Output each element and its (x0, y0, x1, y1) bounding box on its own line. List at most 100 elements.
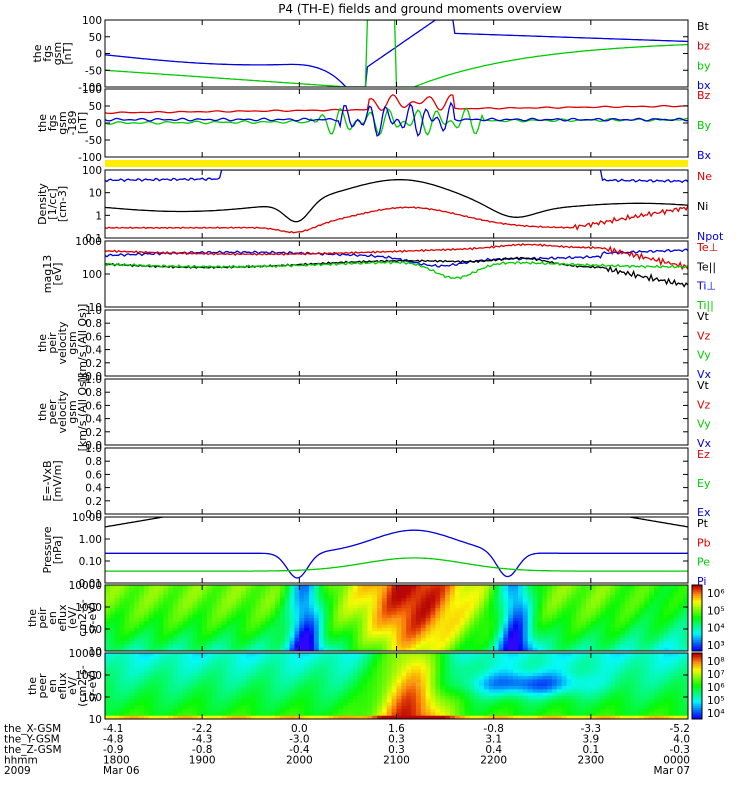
colorbar-swatch (692, 642, 702, 645)
colorbar-swatch (692, 585, 702, 588)
legend-Vx: Vx (697, 368, 712, 381)
x-row-value: 0.3 (388, 744, 405, 756)
colorbar-swatch (692, 679, 702, 683)
legend-Ti||: Ti|| (696, 299, 714, 312)
series-Ni (105, 179, 688, 223)
y-axis-label: [nT] (61, 42, 74, 64)
y-tick-label: 50 (89, 32, 102, 44)
y-axis-label: (cm2-s- (76, 665, 89, 707)
x-row-value: 0000 (663, 755, 690, 767)
colorbar-swatch (692, 708, 702, 711)
colorbar-frame (691, 652, 703, 720)
legend-Pi: Pi (697, 575, 706, 588)
colorbar-swatch (692, 710, 702, 713)
y-tick-label: 100 (82, 84, 102, 96)
y-tick-label: 0 (95, 118, 102, 130)
y-axis-label: mag13 (41, 255, 54, 293)
legend-Pe: Pe (697, 556, 710, 569)
colorbar-swatch (692, 688, 702, 691)
y-tick-label: 0.0 (85, 371, 102, 383)
y-tick-label: 0.10 (79, 556, 102, 568)
colorbar-swatch (692, 705, 702, 709)
x-row-value: 0.3 (388, 734, 405, 746)
y-axis-label: [nPa] (51, 536, 64, 564)
colorbar-swatch (692, 670, 702, 674)
colorbar-swatch (692, 604, 702, 608)
legend-Pb: Pb (697, 536, 711, 549)
colorbar-swatch (692, 677, 702, 680)
y-tick-label: -100 (78, 152, 102, 164)
legend-Ey: Ey (697, 477, 711, 490)
y-axis-label: gsm (66, 331, 79, 354)
y-tick-label: 50 (89, 101, 102, 113)
y-axis-label: cm2-s- (76, 599, 89, 636)
y-tick-label: 0.2 (85, 358, 102, 370)
legend-Te⊥: Te⊥ (696, 241, 718, 254)
y-axis-label: the (31, 44, 44, 62)
colorbar-swatch (692, 690, 702, 694)
y-tick-label: 10 (89, 646, 102, 658)
legend-Npot: Npot (697, 230, 724, 243)
panel-fgs-dsl-plot (105, 94, 688, 138)
colorbar-swatch (692, 701, 702, 705)
legend-Ex: Ex (697, 506, 711, 519)
x-row-value: -0.8 (192, 744, 213, 756)
panel-temperature-plot (105, 242, 688, 288)
colorbar-swatch (692, 653, 702, 656)
y-axis-label: en (46, 611, 59, 625)
colorbar-swatch (692, 602, 702, 606)
colorbar-frame (691, 584, 703, 652)
x-row-value: -0.9 (103, 744, 124, 756)
colorbar-swatch (692, 644, 702, 648)
panel-frame (104, 309, 689, 377)
colorbar-swatch (692, 615, 702, 619)
colorbar-swatch (692, 668, 702, 672)
x-row-value: -4.8 (103, 734, 124, 746)
y-tick-label: 0.1 (85, 233, 102, 245)
series-Ne (105, 205, 688, 234)
y-tick-label: 10 (89, 302, 102, 314)
y-tick-label: 0.4 (85, 483, 102, 495)
panel-frame (104, 240, 689, 308)
colorbar-swatch (692, 716, 702, 720)
y-tick-label: 0.2 (85, 427, 102, 439)
y-axis-label: gsm (66, 400, 79, 423)
y-axis-label: the (26, 609, 39, 627)
series-Pe (105, 557, 688, 572)
y-tick-label: -50 (85, 135, 102, 147)
y-tick-label: 100 (82, 624, 102, 636)
colorbar-label: 10⁸ (707, 656, 725, 668)
colorbar-swatch (692, 672, 702, 676)
colorbar-swatch (692, 629, 702, 632)
legend-Ne: Ne (697, 170, 712, 183)
y-tick-label: 10000 (69, 648, 102, 660)
colorbar-label: 10⁶ (707, 588, 725, 600)
colorbar-swatch (692, 646, 702, 650)
colorbar-label: 10⁶ (707, 682, 725, 694)
x-row-value: 0.1 (582, 744, 599, 756)
legend-Vz: Vz (697, 329, 711, 342)
y-tick-label: 10.00 (72, 512, 102, 524)
y-tick-label: 0.4 (85, 414, 102, 426)
x-row-value: 0.0 (291, 723, 308, 735)
series-by (105, 20, 688, 87)
x-row-label: hhmm (4, 755, 38, 767)
panel-peir-eflux-plot (105, 585, 688, 651)
y-axis-label: peir (36, 607, 49, 629)
x-row-value: 0.4 (485, 744, 502, 756)
y-tick-label: 0.8 (85, 387, 102, 399)
y-axis-label: [km/s (All Qs)] (76, 304, 89, 383)
colorbar-swatch (692, 589, 702, 593)
y-tick-label: 100 (82, 692, 102, 704)
legend-bz: bz (697, 40, 710, 53)
series-Ti-par (105, 260, 688, 280)
y-tick-label: 10 (89, 188, 102, 200)
colorbar-swatch (692, 624, 702, 628)
series-Bz (105, 94, 688, 115)
x-row-value: -0.4 (289, 744, 310, 756)
x-row-value: 4.0 (673, 734, 690, 746)
y-tick-label: 10 (89, 714, 102, 726)
legend-Vy: Vy (697, 349, 711, 362)
